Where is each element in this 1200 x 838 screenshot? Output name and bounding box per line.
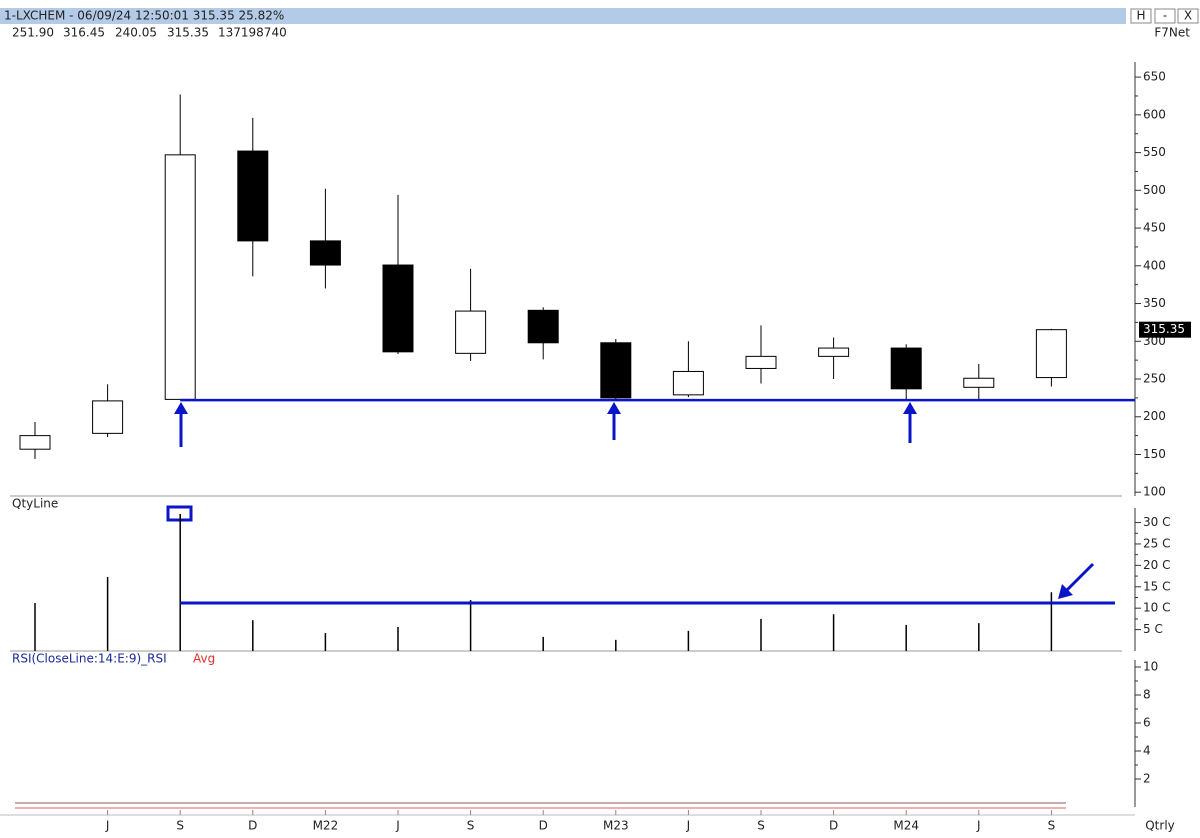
arrow-head xyxy=(903,402,917,414)
candle-body xyxy=(672,370,704,396)
candle-body xyxy=(527,309,559,344)
quote-volume: 137198740 xyxy=(218,26,287,40)
candle-body xyxy=(19,435,51,450)
quote-high: 316.45 xyxy=(63,26,105,40)
x-tick-label: D xyxy=(539,819,548,833)
y-tick-label: 150 xyxy=(1143,447,1166,461)
annotations xyxy=(166,402,1095,599)
last-price-label: 315.35 xyxy=(1143,322,1185,336)
quote-low: 240.05 xyxy=(115,26,157,40)
arrow-head xyxy=(174,402,188,414)
y-tick-label: 5 C xyxy=(1143,622,1163,636)
x-tick-label: J xyxy=(105,819,110,833)
y-tick-label: 100 xyxy=(1143,485,1166,499)
y-tick-label: 250 xyxy=(1143,372,1166,386)
last-price-box xyxy=(1139,321,1191,338)
candle-body xyxy=(818,347,850,357)
x-tick-label: J xyxy=(686,819,691,833)
y-tick-label: 4 xyxy=(1143,744,1151,758)
y-tick-label: 8 xyxy=(1143,688,1151,702)
x-tick-label: S xyxy=(176,819,184,833)
x-tick-label: M22 xyxy=(313,819,339,833)
y-tick-label: 450 xyxy=(1143,221,1166,235)
quote-open: 251.90 xyxy=(12,26,54,40)
y-tick-label: 2 xyxy=(1143,772,1151,786)
title-bar xyxy=(0,8,1126,24)
legend-entry: RSI(CloseLine:14:E:9)_RSI xyxy=(12,652,167,666)
x-axis-label: Qtrly xyxy=(1145,819,1175,833)
candle-body xyxy=(92,400,124,434)
button-label[interactable]: - xyxy=(1163,9,1167,23)
y-tick-label: 25 C xyxy=(1143,536,1170,550)
arrow-head xyxy=(1058,584,1073,599)
button-label[interactable]: H xyxy=(1136,9,1145,23)
y-tick-label: 500 xyxy=(1143,183,1166,197)
y-tick-label: 650 xyxy=(1143,70,1166,84)
arrow-head xyxy=(607,402,621,414)
x-tick-label: D xyxy=(248,819,257,833)
candle-body xyxy=(237,150,269,242)
x-tick-label: J xyxy=(395,819,400,833)
candle-body xyxy=(890,347,922,390)
button-label[interactable]: X xyxy=(1184,9,1192,23)
x-tick-label: S xyxy=(1048,819,1056,833)
panel-title: QtyLine xyxy=(12,497,58,511)
y-tick-label: 30 C xyxy=(1143,515,1170,529)
candle-body xyxy=(164,154,196,400)
x-tick-label: M24 xyxy=(893,819,919,833)
legend-entry: Avg xyxy=(193,652,215,666)
candle-body xyxy=(963,377,995,388)
y-tick-label: 350 xyxy=(1143,296,1166,310)
y-tick-label: 15 C xyxy=(1143,579,1170,593)
y-tick-label: 600 xyxy=(1143,107,1166,121)
x-tick-label: S xyxy=(757,819,765,833)
y-tick-label: 10 C xyxy=(1143,601,1170,615)
candle-body xyxy=(600,342,632,399)
candle-body xyxy=(1035,329,1067,379)
x-tick-label: J xyxy=(976,819,981,833)
button-frame[interactable] xyxy=(1130,8,1152,24)
window-buttons: H - X xyxy=(1130,8,1199,24)
x-tick-label: S xyxy=(467,819,475,833)
y-tick-label: 6 xyxy=(1143,716,1151,730)
candle-body xyxy=(309,240,341,266)
x-tick-label: M23 xyxy=(603,819,629,833)
button-frame[interactable] xyxy=(1154,8,1176,24)
arrow xyxy=(1064,562,1095,593)
candle-body xyxy=(455,310,487,354)
y-tick-label: 550 xyxy=(1143,145,1166,159)
y-tick-label: 10 xyxy=(1143,660,1158,674)
window-title: 1-LXCHEM - 06/09/24 12:50:01 315.35 25.8… xyxy=(4,9,284,23)
candle-body xyxy=(382,264,414,353)
y-tick-label: 400 xyxy=(1143,258,1166,272)
source-label: F7Net xyxy=(1154,26,1190,40)
quote-close: 315.35 xyxy=(167,26,209,40)
x-tick-label: D xyxy=(829,819,838,833)
button-frame[interactable] xyxy=(1177,8,1199,24)
y-tick-label: 20 C xyxy=(1143,558,1170,572)
y-tick-label: 200 xyxy=(1143,409,1166,423)
candle-body xyxy=(745,355,777,369)
